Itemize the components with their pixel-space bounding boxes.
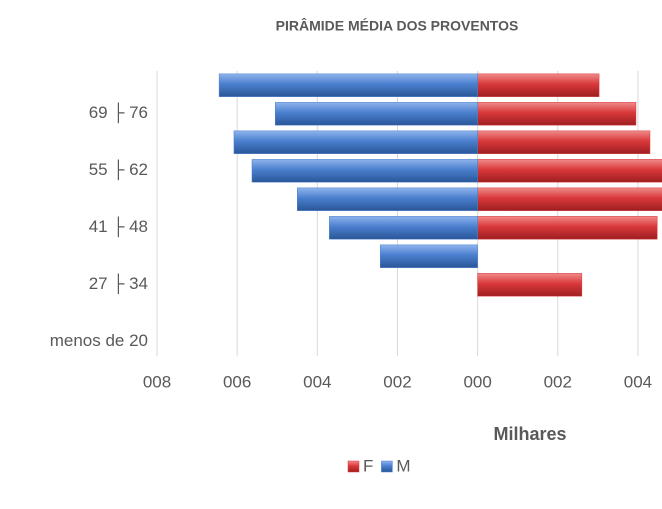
x-tick-label: 002	[544, 372, 572, 391]
legend-swatch	[381, 460, 393, 473]
bar	[233, 130, 478, 154]
bar	[218, 73, 478, 97]
y-tick-label: 41 ├ 48	[89, 216, 148, 238]
bar	[379, 244, 478, 268]
x-tick-label: 000	[463, 372, 491, 391]
y-tick-label: 27 ├ 34	[89, 273, 148, 295]
bar	[274, 102, 478, 126]
bar	[477, 216, 658, 240]
x-tick-label: 004	[303, 372, 331, 391]
x-tick-label: 006	[223, 372, 251, 391]
bar	[329, 216, 478, 240]
chart-title: PIRÂMIDE MÉDIA DOS PROVENTOS	[276, 17, 519, 34]
x-tick-label: 002	[383, 372, 411, 391]
bar	[477, 159, 662, 183]
x-axis-title: Milhares	[493, 424, 566, 444]
x-tick-label: 004	[624, 372, 652, 391]
legend-label: M	[396, 456, 410, 475]
bar	[251, 159, 478, 183]
x-tick-label: 008	[143, 372, 171, 391]
y-tick-label: menos de 20	[50, 331, 148, 350]
legend-swatch	[347, 460, 360, 473]
bar	[477, 73, 600, 97]
bar	[477, 273, 583, 297]
labels: 008 006 004 002 000 002 004 menos de 20 27 ├ 34 4…	[50, 102, 652, 391]
bar	[477, 130, 651, 154]
bar	[477, 102, 637, 126]
legend-label: F	[363, 456, 373, 475]
bar	[477, 187, 662, 211]
bars	[218, 73, 662, 297]
bar	[297, 187, 478, 211]
y-tick-label: 69 ├ 76	[89, 102, 148, 124]
y-tick-label: 55 ├ 62	[89, 159, 148, 181]
